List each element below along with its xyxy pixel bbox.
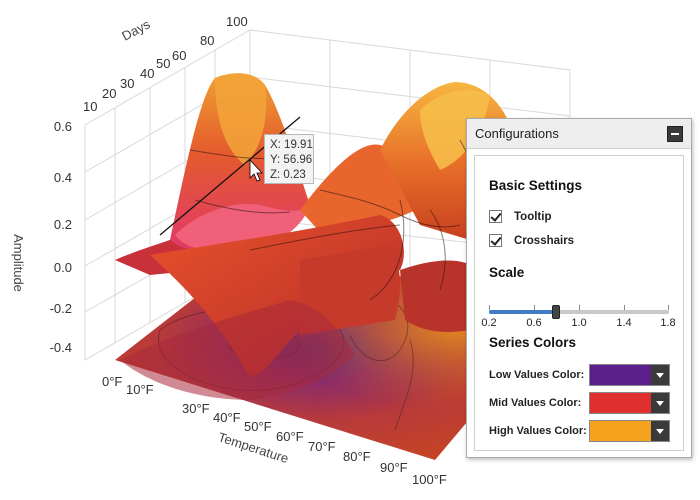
days-axis-title: Days [119,16,153,43]
mid-color-swatch[interactable] [590,393,651,413]
amplitude-axis: 0.6 0.4 0.2 0.0 -0.2 -0.4 Amplitude [11,119,72,355]
slider-tick-label: 0.2 [481,317,497,329]
days-tick: 100 [226,14,248,29]
days-tick: 60 [172,48,186,63]
minimize-icon [671,132,679,135]
slider-track[interactable] [489,310,669,314]
series-colors-heading: Series Colors [489,335,577,350]
high-color-picker[interactable] [589,420,670,442]
days-tick: 10 [83,99,97,114]
slider-tick-label: 0.6 [526,317,542,329]
amplitude-tick: 0.0 [54,260,72,275]
chevron-down-icon [656,428,664,434]
mid-color-row: Mid Values Color: [489,392,670,414]
low-color-label: Low Values Color: [489,369,585,381]
minimize-button[interactable] [667,125,683,142]
tooltip-x: X: 19.91 [270,139,313,151]
slider-tick [624,305,625,310]
amplitude-tick: -0.2 [50,301,72,316]
slider-tick [489,305,490,310]
days-tick: 30 [120,76,134,91]
panel-body: Basic Settings Tooltip Crosshairs Scale … [474,155,684,451]
crosshairs-option[interactable]: Crosshairs [489,234,574,247]
temperature-tick: 80°F [343,449,371,464]
low-color-picker[interactable] [589,364,670,386]
amplitude-tick: 0.6 [54,119,72,134]
temperature-tick: 60°F [276,429,304,444]
tooltip-checkbox[interactable] [489,210,502,223]
slider-fill [489,310,557,314]
slider-tick-label: 1.0 [571,317,587,329]
low-color-dropdown-button[interactable] [651,365,669,385]
tooltip-y: Y: 56.96 [270,154,313,166]
slider-thumb[interactable] [552,305,561,319]
mid-color-label: Mid Values Color: [489,397,582,409]
scale-heading: Scale [489,265,525,280]
chevron-down-icon [656,400,664,406]
low-color-swatch[interactable] [590,365,651,385]
days-tick: 80 [200,33,214,48]
crosshairs-checkbox[interactable] [489,234,502,247]
tooltip-z: Z: 0.23 [270,169,306,181]
days-tick: 50 [156,56,170,71]
temperature-tick: 0°F [102,374,122,389]
basic-settings-heading: Basic Settings [489,178,583,193]
slider-tick-label: 1.4 [616,317,632,329]
amplitude-tick: -0.4 [50,340,72,355]
crosshairs-checkbox-label: Crosshairs [514,234,575,247]
slider-tick-label: 1.8 [660,317,676,329]
slider-tick [579,305,580,310]
high-color-row: High Values Color: [489,420,670,442]
mouse-pointer-icon [249,158,263,182]
temperature-tick: 30°F [182,401,210,416]
temperature-tick: 50°F [244,419,272,434]
mid-color-picker[interactable] [589,392,670,414]
high-color-dropdown-button[interactable] [651,421,669,441]
temperature-tick: 100°F [412,472,447,487]
days-tick: 40 [140,66,154,81]
slider-tick [534,305,535,310]
slider-tick [668,305,669,310]
days-tick: 20 [102,86,116,101]
panel-header: Configurations [467,119,691,149]
configurations-panel: Configurations Basic Settings Tooltip Cr… [466,118,692,458]
low-color-row: Low Values Color: [489,364,670,386]
temperature-tick: 40°F [213,410,241,425]
temperature-tick: 70°F [308,439,336,454]
scale-slider[interactable]: 0.2 0.6 1.0 1.4 1.8 [481,303,676,329]
amplitude-tick: 0.2 [54,217,72,232]
chevron-down-icon [656,372,664,378]
amplitude-axis-title: Amplitude [11,234,26,292]
data-tooltip: X: 19.91 Y: 56.96 Z: 0.23 [264,134,314,184]
tooltip-checkbox-label: Tooltip [514,210,552,223]
temperature-tick: 90°F [380,460,408,475]
mid-color-dropdown-button[interactable] [651,393,669,413]
amplitude-tick: 0.4 [54,170,72,185]
high-color-label: High Values Color: [489,425,587,437]
panel-title: Configurations [475,126,559,141]
tooltip-option[interactable]: Tooltip [489,210,551,223]
high-color-swatch[interactable] [590,421,651,441]
temperature-tick: 10°F [126,382,154,397]
